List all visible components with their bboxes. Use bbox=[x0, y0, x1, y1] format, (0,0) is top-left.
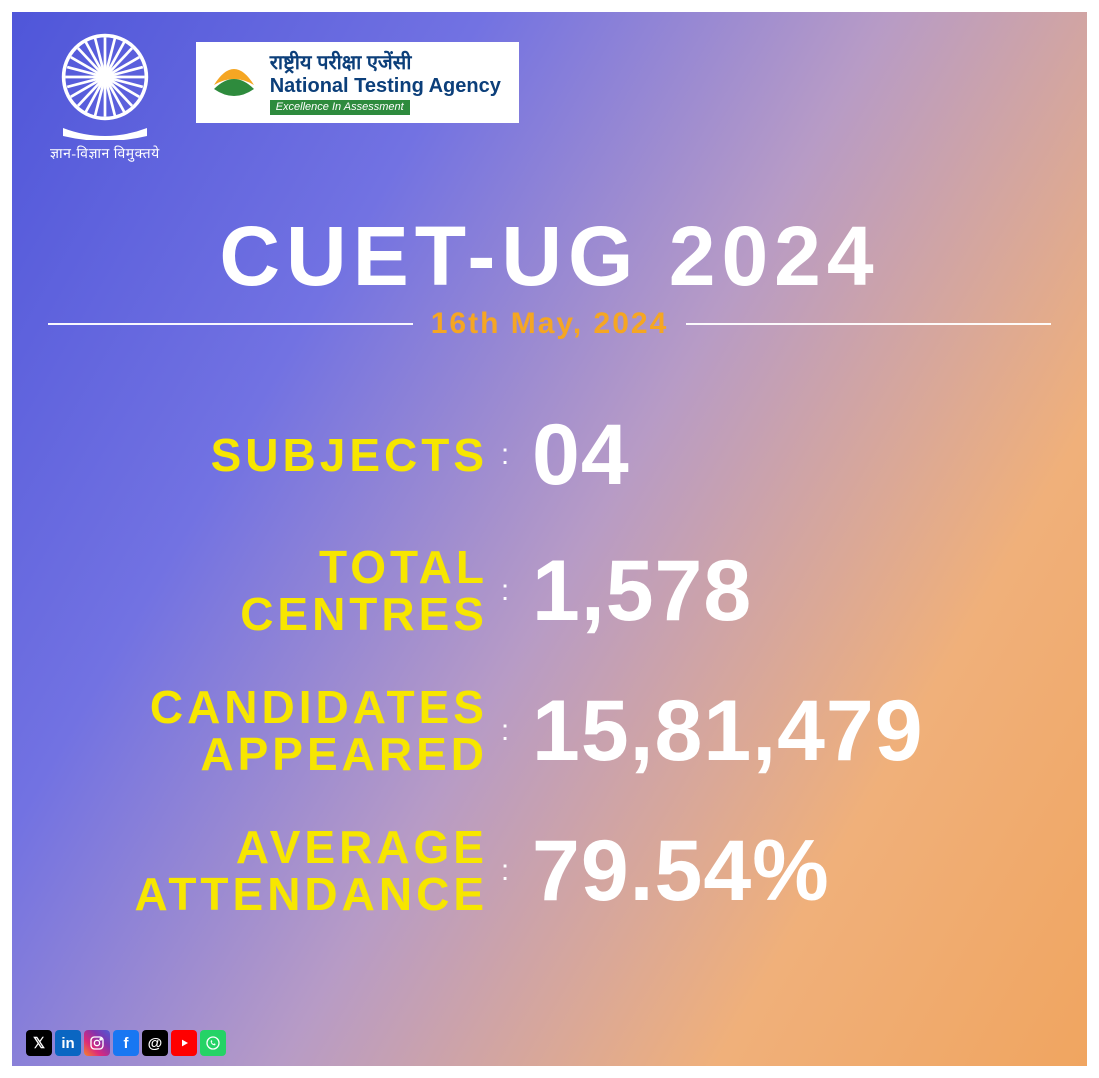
nta-logo-card: राष्ट्रीय परीक्षा एजेंसी National Testin… bbox=[196, 42, 519, 123]
stat-colon: : bbox=[488, 438, 522, 472]
stat-colon: : bbox=[488, 854, 522, 888]
linkedin-icon[interactable]: in bbox=[55, 1030, 81, 1056]
threads-icon[interactable]: @ bbox=[142, 1030, 168, 1056]
social-bar: 𝕏 in f @ bbox=[26, 1030, 226, 1056]
rule-left bbox=[48, 323, 413, 325]
nta-swoosh-icon bbox=[210, 59, 258, 107]
ugc-logo: ज्ञान-विज्ञान विमुक्तये bbox=[50, 32, 160, 163]
stat-value: 04 bbox=[522, 412, 1031, 498]
stat-row-centres: TOTALCENTRES : 1,578 bbox=[68, 544, 1031, 638]
instagram-icon[interactable] bbox=[84, 1030, 110, 1056]
stats-list: SUBJECTS : 04 TOTALCENTRES : 1,578 CANDI… bbox=[12, 412, 1087, 917]
ugc-caption: ज्ञान-विज्ञान विमुक्तये bbox=[50, 144, 160, 163]
nta-hindi: राष्ट्रीय परीक्षा एजेंसी bbox=[270, 52, 501, 75]
whatsapp-icon[interactable] bbox=[200, 1030, 226, 1056]
ugc-base-icon bbox=[61, 126, 149, 140]
stat-value: 1,578 bbox=[522, 548, 1031, 634]
stat-colon: : bbox=[488, 574, 522, 608]
stat-label: AVERAGEATTENDANCE bbox=[68, 824, 488, 918]
stat-colon: : bbox=[488, 714, 522, 748]
stat-value: 15,81,479 bbox=[522, 688, 1031, 774]
stat-row-subjects: SUBJECTS : 04 bbox=[68, 412, 1031, 498]
nta-tagline: Excellence In Assessment bbox=[270, 100, 410, 115]
infographic-canvas: ज्ञान-विज्ञान विमुक्तये राष्ट्रीय परीक्ष… bbox=[0, 0, 1099, 1078]
rule-right bbox=[686, 323, 1051, 325]
title-block: CUET-UG 2024 16th May, 2024 bbox=[12, 208, 1087, 341]
stat-value: 79.54% bbox=[522, 828, 1031, 914]
ugc-wheel-icon bbox=[60, 32, 150, 122]
nta-text: राष्ट्रीय परीक्षा एजेंसी National Testin… bbox=[270, 52, 501, 115]
stat-label: CANDIDATESAPPEARED bbox=[68, 684, 488, 778]
date-row: 16th May, 2024 bbox=[12, 307, 1087, 341]
youtube-icon[interactable] bbox=[171, 1030, 197, 1056]
date-text: 16th May, 2024 bbox=[431, 307, 669, 341]
stat-row-candidates: CANDIDATESAPPEARED : 15,81,479 bbox=[68, 684, 1031, 778]
nta-english: National Testing Agency bbox=[270, 75, 501, 98]
x-icon[interactable]: 𝕏 bbox=[26, 1030, 52, 1056]
stat-label: TOTALCENTRES bbox=[68, 544, 488, 638]
facebook-icon[interactable]: f bbox=[113, 1030, 139, 1056]
stat-label: SUBJECTS bbox=[68, 432, 488, 479]
header: ज्ञान-विज्ञान विमुक्तये राष्ट्रीय परीक्ष… bbox=[50, 32, 519, 163]
stat-row-attendance: AVERAGEATTENDANCE : 79.54% bbox=[68, 824, 1031, 918]
main-title: CUET-UG 2024 bbox=[12, 208, 1087, 305]
